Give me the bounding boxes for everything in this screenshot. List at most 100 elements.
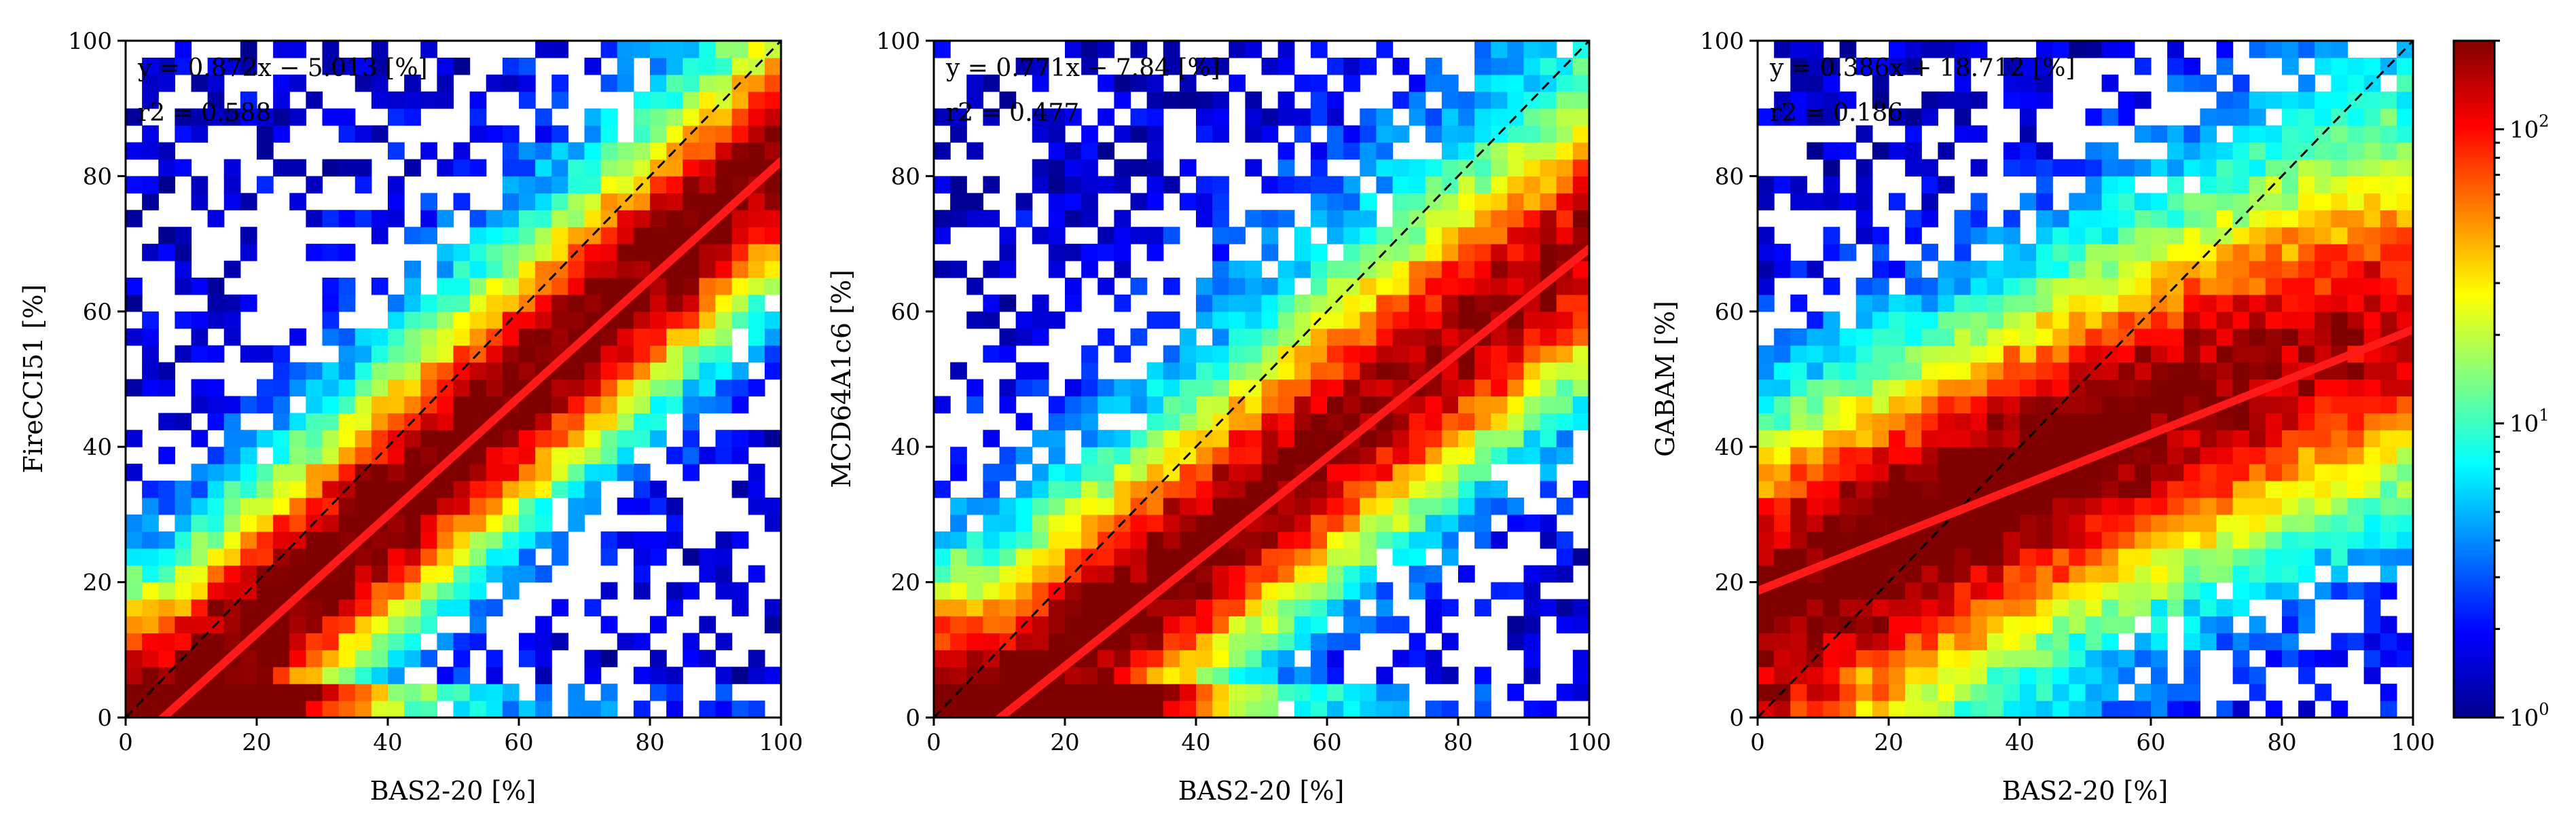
heatmap-cell xyxy=(404,277,421,295)
heatmap-cell xyxy=(568,481,585,498)
heatmap-cell xyxy=(1409,396,1426,413)
heatmap-cell xyxy=(2380,142,2397,160)
heatmap-cell xyxy=(2020,142,2037,160)
heatmap-cell xyxy=(175,159,192,177)
heatmap-cell xyxy=(1294,345,1311,363)
heatmap-cell xyxy=(2134,159,2152,177)
heatmap-cell xyxy=(1163,616,1180,633)
heatmap-cell xyxy=(2249,396,2266,413)
heatmap-cell xyxy=(240,57,257,75)
heatmap-cell xyxy=(191,328,208,346)
heatmap-cell xyxy=(764,244,781,261)
heatmap-cell xyxy=(2380,244,2397,261)
heatmap-cell xyxy=(2249,311,2266,329)
heatmap-cell xyxy=(1458,125,1475,143)
heatmap-cell xyxy=(191,176,208,193)
heatmap-cell xyxy=(1774,531,1791,549)
heatmap-cell xyxy=(950,125,967,143)
heatmap-cell xyxy=(1130,633,1148,650)
heatmap-cell xyxy=(1572,294,1589,312)
heatmap-cell xyxy=(519,345,536,363)
heatmap-cell xyxy=(1245,125,1263,143)
heatmap-cell xyxy=(2347,582,2365,600)
heatmap-cell xyxy=(1327,684,1344,701)
heatmap-cell xyxy=(966,548,983,566)
heatmap-cell xyxy=(715,430,733,447)
heatmap-cell xyxy=(486,464,503,481)
heatmap-cell xyxy=(1507,447,1525,464)
heatmap-cell xyxy=(371,430,388,447)
heatmap-cell xyxy=(2052,684,2069,701)
heatmap-cell xyxy=(289,514,306,532)
heatmap-cell xyxy=(207,514,225,532)
heatmap-cell xyxy=(355,548,372,566)
heatmap-cell xyxy=(2167,294,2184,312)
heatmap-cell xyxy=(1474,531,1491,549)
heatmap-cell xyxy=(2216,277,2234,295)
heatmap-cell xyxy=(1392,514,1410,532)
heatmap-cell xyxy=(2118,193,2135,210)
heatmap-cell xyxy=(1938,633,1955,650)
heatmap-cell xyxy=(420,582,437,600)
heatmap-cell xyxy=(2167,430,2184,447)
heatmap-cell xyxy=(1441,396,1459,413)
heatmap-cell xyxy=(1163,311,1180,329)
heatmap-cell xyxy=(2282,345,2299,363)
heatmap-cell xyxy=(2167,244,2184,261)
heatmap-cell xyxy=(1938,91,1955,109)
heatmap-cell xyxy=(2315,379,2332,397)
heatmap-cell xyxy=(650,531,667,549)
heatmap-cell xyxy=(568,396,585,413)
heatmap-cell xyxy=(1146,142,1164,160)
heatmap-cell xyxy=(2331,125,2348,143)
heatmap-cell xyxy=(1905,447,1922,464)
heatmap-cell xyxy=(2151,193,2168,210)
heatmap-cell xyxy=(617,430,634,447)
heatmap-cell xyxy=(731,227,749,244)
heatmap-cell xyxy=(1872,91,1889,109)
heatmap-cell xyxy=(1790,176,1807,193)
heatmap-cell xyxy=(1938,41,1955,58)
heatmap-cell xyxy=(2282,261,2299,278)
heatmap-cell xyxy=(257,108,274,126)
heatmap-cell xyxy=(1277,667,1295,684)
y-tick-label: 20 xyxy=(891,570,920,597)
heatmap-cell xyxy=(273,565,290,583)
heatmap-cell xyxy=(1905,261,1922,278)
heatmap-cell xyxy=(1245,650,1263,667)
heatmap-cell xyxy=(1889,345,1906,363)
heatmap-cell xyxy=(764,362,781,380)
heatmap-cell xyxy=(1889,328,1906,346)
heatmap-cell xyxy=(1114,379,1131,397)
heatmap-cell xyxy=(1310,413,1328,430)
heatmap-cell xyxy=(2363,379,2381,397)
heatmap-cell xyxy=(1855,650,1873,667)
heatmap-cell xyxy=(2298,430,2315,447)
heatmap-cell xyxy=(633,701,651,718)
heatmap-cell xyxy=(1310,41,1328,58)
heatmap-cell xyxy=(142,379,159,397)
heatmap-cell xyxy=(584,396,602,413)
heatmap-cell xyxy=(1343,701,1360,718)
heatmap-cell xyxy=(1163,701,1180,718)
heatmap-cell xyxy=(1823,599,1840,617)
heatmap-cell xyxy=(731,41,749,58)
heatmap-cell xyxy=(1327,396,1344,413)
heatmap-cell xyxy=(1823,430,1840,447)
heatmap-cell xyxy=(388,362,405,380)
heatmap-cell xyxy=(1196,125,1213,143)
heatmap-cell xyxy=(1474,91,1491,109)
heatmap-cell xyxy=(322,294,340,312)
heatmap-cell xyxy=(1807,193,1824,210)
heatmap-cell xyxy=(1392,210,1410,227)
heatmap-cell xyxy=(584,464,602,481)
heatmap-cell xyxy=(1343,261,1360,278)
heatmap-cell xyxy=(1163,667,1180,684)
heatmap-cell xyxy=(1839,497,1857,515)
heatmap-cell xyxy=(535,142,552,160)
heatmap-cell xyxy=(1905,396,1922,413)
heatmap-cell xyxy=(551,193,568,210)
heatmap-cell xyxy=(1556,531,1574,549)
heatmap-cell xyxy=(983,548,1000,566)
heatmap-cell xyxy=(289,464,306,481)
